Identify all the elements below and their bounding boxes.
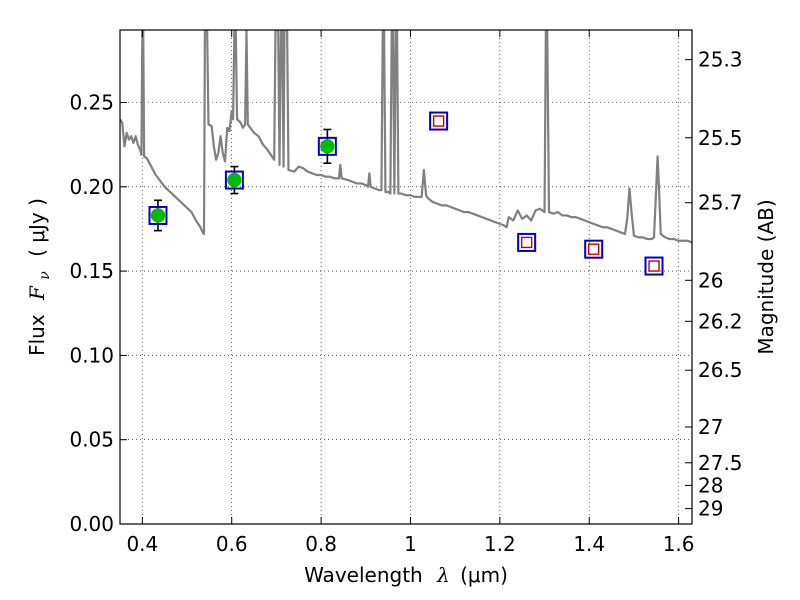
x-tick-label: 1.4 — [573, 532, 605, 556]
y-tick-label: 0.00 — [69, 512, 114, 536]
y2-tick-label: 25.7 — [698, 191, 743, 215]
model-box-marker — [517, 232, 537, 252]
model-box-marker — [224, 170, 244, 190]
y-axis-label-symbol: F — [25, 285, 49, 301]
tick-marks — [120, 30, 692, 525]
x-axis-label-unit: (μm) — [460, 563, 508, 587]
upper-limit-point — [432, 115, 445, 127]
x-tick-label: 1 — [404, 532, 417, 556]
x-tick-label: 0.6 — [216, 532, 248, 556]
y2-tick-label: 26.2 — [698, 309, 743, 333]
x-tick-label: 1.2 — [484, 532, 516, 556]
y2-tick-label: 28 — [698, 473, 723, 497]
y2-tick-label: 26 — [698, 268, 723, 292]
model-box-marker — [584, 239, 604, 259]
y2-axis-label: Magnitude (AB) — [754, 199, 778, 354]
y2-tick-label: 25.3 — [698, 48, 743, 72]
observed-point — [227, 172, 242, 188]
observed-point — [320, 139, 335, 154]
observed-point — [150, 208, 166, 223]
x-axis-label-symbol: λ — [436, 563, 450, 587]
model-box-marker — [317, 136, 337, 156]
y2-tick-label: 26.5 — [698, 358, 743, 382]
model-box-marker — [148, 205, 168, 225]
x-tick-label: 1.6 — [663, 532, 695, 556]
y-tick-label: 0.20 — [69, 175, 114, 199]
y2-tick-label: 27 — [698, 415, 723, 439]
upper-limit-point — [648, 260, 660, 272]
spectrum-line — [120, 30, 692, 244]
x-tick-label: 0.4 — [126, 532, 158, 556]
y2-tick-label: 25.5 — [698, 126, 743, 150]
x-axis-label: Wavelength λ (μm) — [304, 563, 508, 587]
plot-frame — [119, 29, 693, 525]
y2-tick-label: 29 — [698, 497, 723, 521]
y-axis-label: Flux F ν ( μJy ) — [25, 198, 54, 356]
x-tick-label: 0.8 — [305, 532, 337, 556]
upper-limit-point — [520, 236, 533, 249]
y-tick-label: 0.15 — [69, 259, 114, 283]
x-axis-label-prefix: Wavelength — [304, 563, 423, 587]
y-tick-label: 0.05 — [69, 428, 114, 452]
y-axis-label-subscript: ν — [37, 271, 53, 280]
model-box-marker — [644, 256, 664, 276]
upper-limit-point — [587, 243, 600, 255]
y-tick-label: 0.10 — [69, 343, 114, 367]
grid-lines — [120, 30, 692, 524]
y-axis-label-prefix: Flux — [25, 314, 49, 356]
data-points-layer — [148, 111, 664, 276]
y-tick-label: 0.25 — [69, 90, 114, 114]
y-axis-label-unit: ( μJy ) — [25, 198, 49, 257]
y2-tick-label: 27.5 — [698, 451, 743, 475]
model-box-marker — [429, 111, 449, 131]
spectrum-layer — [120, 30, 692, 244]
tick-labels: 0.4 0.6 0.8 1 1.2 1.4 1.6 0.00 0.05 0.10 0.15 0.20 0… — [69, 48, 742, 556]
